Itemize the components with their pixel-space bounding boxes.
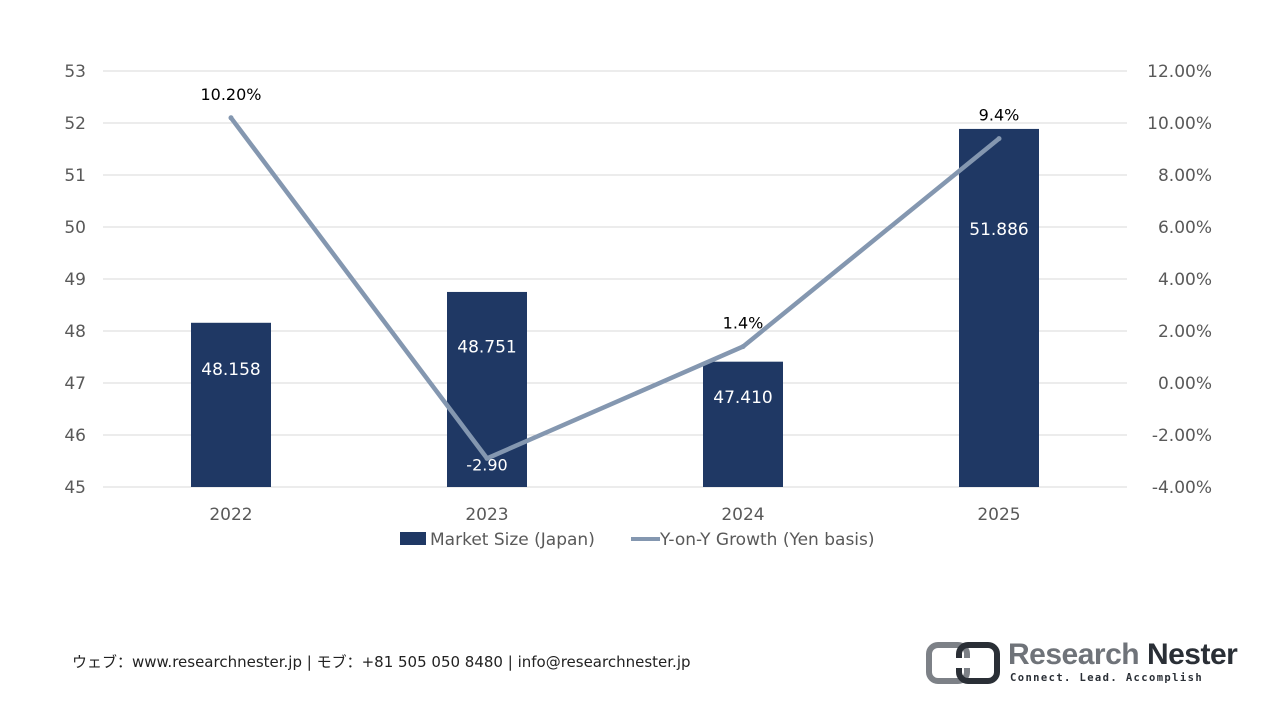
growth-point <box>484 455 490 461</box>
left-axis-tick-label: 52 <box>64 114 86 134</box>
left-axis-tick-label: 48 <box>64 322 86 342</box>
bar-value-label: 47.410 <box>713 388 772 408</box>
logo-name-part2: Nester <box>1146 638 1238 671</box>
growth-point <box>996 136 1002 142</box>
bar-data-labels: 48.158 48.751 47.410 51.886 <box>201 220 1028 408</box>
growth-value-label: 9.4% <box>979 106 1020 125</box>
growth-line <box>228 115 1002 461</box>
legend-line-label: Y-on-Y Growth (Yen basis) <box>659 530 875 550</box>
growth-value-label: -2.90 <box>466 455 507 474</box>
research-nester-logo: Research Nester Connect. Lead. Accomplis… <box>926 638 1238 688</box>
left-axis-tick-label: 47 <box>64 374 86 394</box>
left-axis-tick-label: 46 <box>64 426 86 446</box>
right-axis-tick-label: 12.00% <box>1147 62 1212 82</box>
left-axis-ticks: 45 46 47 48 49 50 51 52 53 <box>64 62 86 498</box>
logo-mark-icon <box>926 642 1000 684</box>
combo-chart: 48.158 48.751 47.410 51.886 10.20% -2.90 1.4%… <box>64 62 1212 550</box>
bar-series <box>191 128 1039 488</box>
legend-bar-label: Market Size (Japan) <box>430 530 595 550</box>
logo-tagline: Connect. Lead. Accomplish <box>1010 672 1204 684</box>
logo-name-part1: Research <box>1008 638 1140 671</box>
contact-footer: ウェブ：www.researchnester.jp | モブ：+81 505 0… <box>72 653 691 671</box>
left-axis-tick-label: 53 <box>64 62 86 82</box>
legend: Market Size (Japan) Y-on-Y Growth (Yen ba… <box>400 530 875 550</box>
x-axis-tick-label: 2024 <box>721 505 764 525</box>
x-axis-tick-label: 2022 <box>209 505 252 525</box>
right-axis-tick-label: -2.00% <box>1152 426 1212 446</box>
bar-value-label: 48.158 <box>201 360 260 380</box>
right-axis-tick-label: 8.00% <box>1158 166 1212 186</box>
right-axis-tick-label: 6.00% <box>1158 218 1212 238</box>
right-axis-tick-label: 0.00% <box>1158 374 1212 394</box>
x-axis-tick-label: 2025 <box>977 505 1020 525</box>
right-axis-tick-label: 10.00% <box>1147 114 1212 134</box>
left-axis-tick-label: 45 <box>64 478 86 498</box>
right-axis-ticks: -4.00% -2.00% 0.00% 2.00% 4.00% 6.00% 8.00% 10.… <box>1147 62 1212 498</box>
left-axis-tick-label: 50 <box>64 218 86 238</box>
bar-2023 <box>447 291 527 487</box>
x-axis-tick-label: 2023 <box>465 505 508 525</box>
right-axis-tick-label: -4.00% <box>1152 478 1212 498</box>
growth-value-label: 10.20% <box>200 85 261 104</box>
bar-2022 <box>191 322 271 487</box>
bar-value-label: 51.886 <box>969 220 1028 240</box>
line-data-labels: 10.20% -2.90 1.4% 9.4% <box>200 85 1019 475</box>
growth-point <box>740 344 746 350</box>
bar-2025 <box>959 128 1039 488</box>
logo-name: Research Nester <box>1008 638 1238 672</box>
left-axis-tick-label: 49 <box>64 270 86 290</box>
growth-value-label: 1.4% <box>723 314 764 333</box>
right-axis-tick-label: 2.00% <box>1158 322 1212 342</box>
bar-value-label: 48.751 <box>457 338 516 358</box>
left-axis-tick-label: 51 <box>64 166 86 186</box>
right-axis-tick-label: 4.00% <box>1158 270 1212 290</box>
bar-2024 <box>703 361 783 487</box>
growth-point <box>228 115 234 121</box>
x-axis-ticks: 2022 2023 2024 2025 <box>209 505 1020 525</box>
line-series <box>228 115 1002 461</box>
legend-bar-swatch <box>400 532 426 545</box>
